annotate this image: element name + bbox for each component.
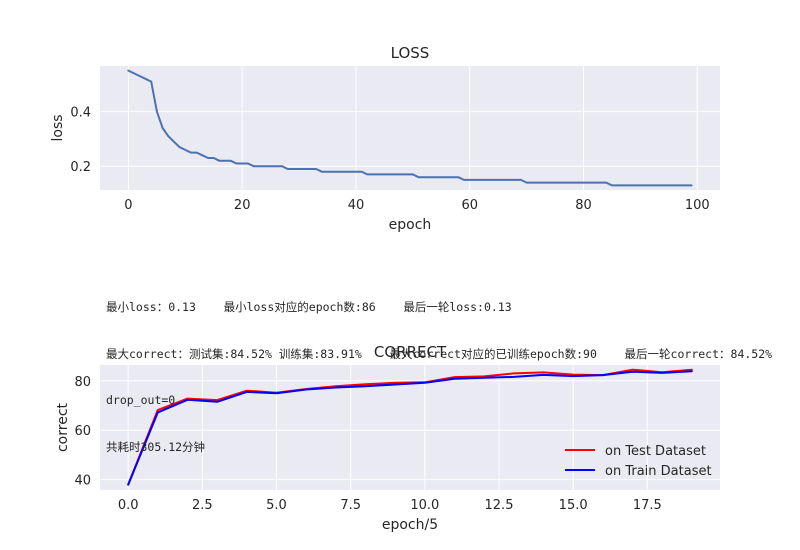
legend-entry: on Train Dataset [605,464,712,479]
x-tick-label: 12.5 [485,498,514,513]
x-tick-label: 20 [234,198,251,213]
summary-line-dropout: drop_out=0 [106,393,176,407]
y-tick-label: 40 [74,474,91,489]
x-tick-label: 100 [685,198,710,213]
y-tick-label: 60 [74,424,91,439]
x-tick-label: 0 [124,198,132,213]
y-tick-label: 0.2 [70,160,91,175]
x-tick-label: 40 [348,198,365,213]
x-tick-label: 5.0 [266,498,287,513]
legend-entry: on Test Dataset [605,444,706,459]
x-tick-label: 0.0 [118,498,139,513]
y-axis-label: loss [50,114,66,141]
series-line-1 [127,69,693,187]
summary-line-correct: 最大correct：测试集:84.52% 训练集:83.91% 最大correc… [106,346,773,361]
training-summary: 最小loss：0.13 最小loss对应的epoch数:86 最后一轮loss:… [106,269,800,471]
x-tick-label: 17.5 [633,498,662,513]
x-tick-label: 15.0 [559,498,588,513]
summary-line-time: 共耗时305.12分钟 [106,439,206,454]
x-tick-label: 2.5 [192,498,213,513]
summary-line-loss: 最小loss：0.13 最小loss对应的epoch数:86 最后一轮loss:… [106,300,512,314]
chart-title: LOSS [391,44,430,62]
y-tick-label: 80 [74,375,91,390]
x-tick-label: 80 [575,198,592,213]
x-tick-label: 10.0 [410,498,439,513]
x-tick-label: 60 [461,198,478,213]
correct-chart: 0.0 2.5 5.0 7.5 10.0 12.5 15.0 17.5 40 60 80 CORREC… [55,343,720,533]
x-tick-label: 7.5 [340,498,361,513]
series-line-2 [127,370,693,486]
x-axis-label: epoch [389,217,432,233]
chart-title: CORRECT [374,343,447,361]
x-axis-label: epoch/5 [382,517,438,533]
plot-area [100,66,720,190]
plot-area [100,365,720,490]
y-axis-label: correct [55,402,71,452]
loss-chart: 0 20 40 60 80 100 0.2 0.4 LOSS epoch loss [50,44,720,233]
y-tick-label: 0.4 [70,106,91,121]
